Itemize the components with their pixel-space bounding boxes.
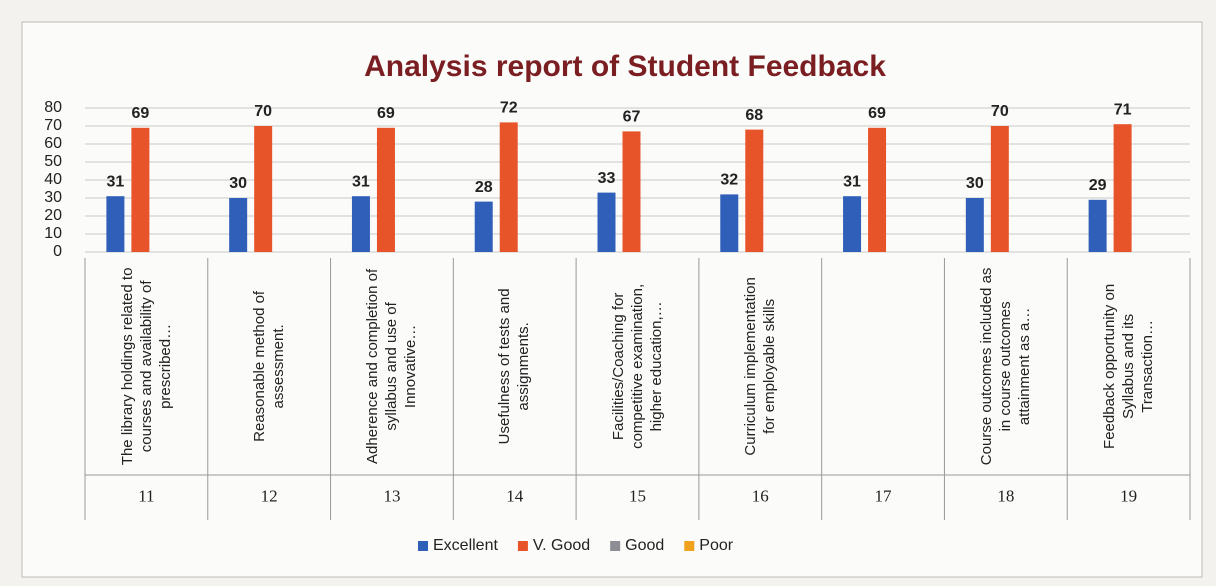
chart-title: Analysis report of Student Feedback (364, 50, 886, 83)
data-label: 31 (352, 173, 370, 190)
data-label: 33 (598, 170, 616, 187)
legend-label: Good (625, 537, 664, 554)
data-label: 30 (966, 175, 984, 192)
data-label: 69 (868, 105, 886, 122)
y-tick-label: 10 (44, 225, 62, 242)
bar (351, 196, 370, 252)
bar (1113, 124, 1132, 252)
data-label: 31 (106, 173, 124, 190)
data-label: 70 (991, 103, 1009, 120)
data-label: 69 (377, 105, 395, 122)
y-tick-label: 40 (44, 171, 62, 188)
bar (965, 198, 984, 252)
group-label: 16 (752, 486, 769, 505)
bar (720, 194, 739, 252)
bar (229, 198, 248, 252)
data-label: 68 (745, 107, 763, 124)
group-label: 19 (1120, 486, 1137, 505)
bar (843, 196, 862, 252)
data-label: 71 (1114, 101, 1132, 118)
bar (868, 127, 887, 252)
x-tick-label: Course outcomes included as in course ou… (978, 267, 1034, 466)
bar (376, 127, 395, 252)
legend-swatch (517, 541, 528, 551)
group-label: 17 (875, 486, 893, 505)
bar (1088, 199, 1107, 252)
bar (131, 127, 150, 252)
bar (254, 126, 273, 252)
x-tick-label: Feedback opportunity on Syllabus and its… (1101, 283, 1157, 450)
x-tick-label: Curriculum implementation for employable… (742, 277, 779, 456)
group-label: 15 (629, 486, 646, 505)
group-label: 12 (261, 486, 278, 505)
y-tick-label: 60 (44, 135, 62, 152)
data-label: 28 (475, 179, 493, 196)
y-tick-label: 0 (53, 243, 62, 260)
y-tick-label: 50 (44, 153, 62, 170)
data-label: 67 (623, 109, 641, 126)
bar (106, 196, 125, 252)
group-label: 13 (383, 486, 400, 505)
x-tick-label: Facilities/Coaching for competitive exam… (609, 283, 665, 450)
x-tick-label: Reasonable method of assessment. (251, 291, 288, 442)
y-tick-label: 70 (44, 117, 62, 134)
chart-frame (21, 21, 1203, 578)
data-label: 29 (1089, 177, 1107, 194)
legend-swatch (684, 541, 695, 551)
bar (990, 126, 1009, 252)
data-label: 69 (131, 105, 149, 122)
group-label: 18 (997, 486, 1014, 505)
y-tick-label: 20 (44, 207, 62, 224)
bar (622, 131, 641, 252)
legend-label: Poor (699, 537, 733, 554)
data-label: 31 (843, 173, 861, 190)
group-label: 11 (138, 486, 154, 505)
legend-swatch (610, 541, 621, 551)
legend-label: Excellent (433, 537, 498, 554)
bar (745, 129, 764, 252)
y-tick-label: 30 (44, 189, 62, 206)
data-label: 32 (720, 172, 738, 189)
group-label: 14 (506, 486, 524, 505)
data-label: 70 (254, 103, 272, 120)
legend-label: V. Good (533, 537, 590, 554)
x-tick-label: The library holdings related to courses … (118, 267, 174, 466)
bar (597, 192, 616, 252)
x-tick-label: Usefulness of tests and assignments. (496, 288, 533, 445)
data-label: 72 (500, 100, 518, 117)
bar (474, 201, 493, 252)
data-label: 30 (229, 175, 247, 192)
bar (499, 122, 518, 253)
y-tick-label: 80 (44, 99, 62, 116)
legend-swatch (418, 541, 428, 551)
x-tick-label: Adherence and completion of syllabus and… (364, 268, 420, 465)
